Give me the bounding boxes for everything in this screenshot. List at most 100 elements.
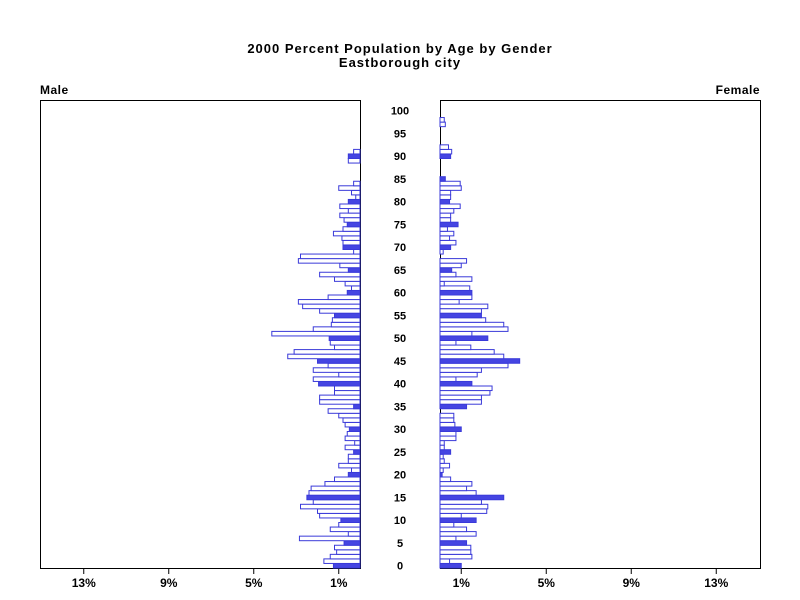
female-bar-age-65	[439, 267, 453, 273]
male-bar-age-89	[347, 158, 361, 164]
male-bar-age-40	[318, 380, 361, 387]
male-bar-age-12	[317, 508, 361, 514]
female-bar-age-19	[439, 476, 452, 483]
male-bar-age-75	[346, 221, 361, 228]
female-bar-age-53	[439, 321, 505, 328]
male-bar-age-19	[334, 476, 361, 483]
age-tick-label-80: 80	[394, 197, 406, 209]
male-bar-age-20	[347, 471, 361, 478]
female-bar-age-8	[439, 526, 468, 533]
female-bar-age-21	[439, 467, 444, 473]
male-bar-age-36	[319, 399, 361, 405]
female-bar-age-25	[439, 449, 452, 455]
age-tick-label-25: 25	[394, 447, 406, 459]
chart-subtitle: Eastborough city	[338, 55, 462, 70]
female-bar-age-97	[439, 121, 446, 128]
male-bar-age-52	[312, 326, 361, 332]
female-bar-age-7	[439, 531, 477, 537]
female-bar-age-10	[439, 517, 477, 524]
female-bar-age-61	[439, 285, 471, 291]
male-bar-age-10	[340, 517, 361, 524]
male-bar-age-8	[329, 526, 361, 533]
right-pct-tick-label-13: 13%	[704, 576, 728, 590]
female-bar-age-81	[439, 194, 452, 200]
female-bar-age-12	[439, 508, 488, 514]
female-bar-age-37	[439, 394, 482, 401]
male-bar-age-53	[330, 321, 361, 328]
female-bar-age-4	[439, 544, 472, 551]
female-bar-age-84	[439, 180, 461, 187]
female-bar-age-90	[439, 153, 452, 159]
female-bar-age-40	[439, 380, 473, 387]
female-bar-age-48	[439, 344, 472, 351]
male-bar-age-33	[338, 412, 361, 419]
female-bar-age-23	[439, 458, 445, 464]
female-bar-age-41	[439, 376, 457, 382]
male-bar-age-46	[287, 353, 361, 360]
female-bar-age-43	[439, 367, 482, 373]
male-bar-age-27	[354, 440, 361, 446]
female-bar-age-49	[439, 340, 457, 346]
male-bar-age-24	[347, 453, 361, 460]
age-tick-label-35: 35	[394, 402, 406, 414]
age-tick-label-50: 50	[394, 333, 406, 345]
female-bar-age-80	[439, 198, 451, 205]
female-bar-age-27	[439, 440, 445, 446]
female-bar-age-58	[439, 299, 460, 305]
female-bar-age-51	[439, 330, 473, 337]
male-bar-age-48	[334, 344, 361, 351]
female-bar-age-67	[439, 258, 468, 264]
female-bar-age-91	[439, 148, 453, 155]
male-bar-age-69	[353, 249, 361, 255]
age-tick-label-10: 10	[394, 515, 406, 527]
female-bar-age-92	[439, 144, 449, 150]
female-bar-age-69	[439, 249, 444, 255]
male-bar-age-7	[347, 531, 361, 537]
male-bar-age-80	[347, 198, 361, 205]
female-bar-age-9	[439, 522, 455, 528]
female-bar-age-74	[439, 226, 448, 232]
female-bar-age-66	[439, 262, 462, 269]
female-bar-age-72	[439, 235, 451, 241]
female-bar-age-33	[439, 412, 455, 419]
age-tick-label-95: 95	[394, 129, 406, 141]
female-bar-age-31	[439, 421, 456, 428]
age-tick-label-40: 40	[394, 379, 406, 391]
male-bar-age-56	[319, 308, 361, 314]
male-bar-age-47	[293, 349, 361, 355]
male-bar-age-70	[342, 244, 361, 250]
male-bar-age-6	[298, 535, 361, 542]
male-bar-age-83	[338, 185, 361, 191]
male-bar-age-74	[342, 226, 361, 232]
female-bar-age-78	[439, 208, 455, 214]
female-bar-age-56	[439, 308, 482, 314]
male-bar-age-57	[302, 303, 361, 310]
age-tick-label-75: 75	[394, 220, 406, 232]
male-bar-age-14	[312, 499, 361, 505]
male-bar-age-59	[327, 294, 361, 301]
female-bar-age-50	[439, 335, 489, 342]
female-bar-age-15	[439, 494, 505, 501]
male-bar-age-79	[339, 203, 361, 210]
right-pct-tick-label-5: 5%	[538, 576, 556, 590]
female-bar-age-6	[439, 535, 457, 542]
female-bar-age-45	[439, 358, 521, 364]
male-bar-age-29	[346, 431, 361, 437]
male-side-header: Male	[40, 83, 69, 97]
left-pct-tick-label-1: 1%	[330, 576, 348, 590]
female-bar-age-44	[439, 362, 509, 369]
female-bar-age-24	[439, 453, 444, 460]
female-bar-age-22	[439, 462, 451, 469]
male-bar-age-15	[306, 494, 361, 501]
male-bar-age-68	[300, 253, 361, 260]
male-bar-age-78	[347, 208, 361, 214]
male-bar-age-44	[327, 362, 361, 369]
age-tick-label-45: 45	[394, 356, 406, 368]
female-bar-age-59	[439, 294, 473, 301]
female-bar-age-42	[439, 371, 478, 378]
female-bar-age-0	[439, 562, 462, 569]
male-bar-age-11	[319, 512, 361, 519]
male-bar-age-84	[353, 180, 361, 187]
male-bar-age-4	[334, 544, 361, 551]
